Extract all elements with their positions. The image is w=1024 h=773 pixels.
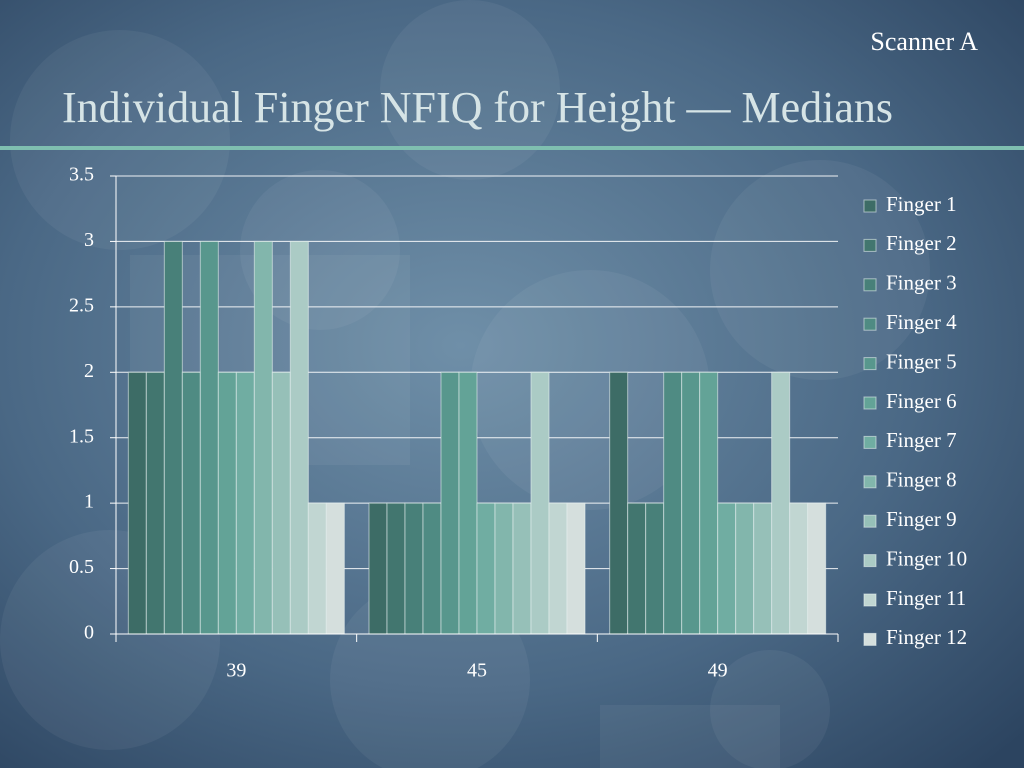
bar — [645, 502, 665, 635]
legend-swatch — [863, 317, 877, 331]
bar — [735, 502, 755, 635]
bar — [404, 502, 424, 635]
bar — [145, 371, 165, 635]
legend-label: Finger 2 — [886, 231, 957, 255]
bar — [566, 502, 586, 635]
y-tick-label: 1 — [84, 491, 94, 513]
y-tick-label: 2 — [84, 360, 94, 382]
legend-swatch — [863, 357, 877, 371]
legend-swatch — [863, 238, 877, 252]
x-tick-label: 39 — [226, 660, 246, 682]
bar — [271, 371, 291, 635]
legend-swatch — [863, 632, 877, 646]
legend-label: Finger 7 — [886, 428, 957, 452]
bar — [440, 371, 460, 635]
legend-label: Finger 3 — [886, 271, 957, 295]
bar — [163, 240, 183, 635]
legend-swatch — [863, 554, 877, 568]
legend-label: Finger 9 — [886, 507, 957, 531]
bar — [127, 371, 147, 635]
bar — [476, 502, 496, 635]
bar — [627, 502, 647, 635]
bar — [699, 371, 719, 635]
bar — [807, 502, 827, 635]
bar — [307, 502, 327, 635]
y-tick-label: 3 — [84, 229, 94, 251]
slide-subtitle: Scanner A — [870, 27, 978, 56]
legend-label: Finger 8 — [886, 468, 957, 492]
bar — [609, 371, 629, 635]
bar — [253, 240, 273, 635]
bar — [181, 371, 201, 635]
bar — [386, 502, 406, 635]
y-tick-label: 2.5 — [69, 294, 94, 316]
legend-swatch — [863, 593, 877, 607]
y-tick-label: 1.5 — [69, 425, 94, 447]
chart-title: Individual Finger NFIQ for Height — Medi… — [62, 83, 893, 132]
title-rule — [0, 146, 1024, 150]
bar — [681, 371, 701, 635]
bar — [663, 371, 683, 635]
bar — [789, 502, 809, 635]
bar — [530, 371, 550, 635]
legend-swatch — [863, 435, 877, 449]
y-tick-label: 3.5 — [69, 164, 94, 186]
legend-label: Finger 12 — [886, 625, 967, 649]
bar — [548, 502, 568, 635]
legend-swatch — [863, 475, 877, 489]
legend-swatch — [863, 396, 877, 410]
legend-swatch — [863, 199, 877, 213]
bar — [458, 371, 478, 635]
bar — [494, 502, 514, 635]
bar — [217, 371, 237, 635]
y-tick-label: 0 — [84, 622, 94, 644]
bar — [717, 502, 737, 635]
bar — [235, 371, 255, 635]
bar — [325, 502, 345, 635]
bar — [512, 502, 532, 635]
legend-label: Finger 10 — [886, 546, 967, 570]
legend-swatch — [863, 278, 877, 292]
legend-label: Finger 6 — [886, 389, 957, 413]
bar — [771, 371, 791, 635]
legend-label: Finger 11 — [886, 586, 966, 610]
legend-label: Finger 1 — [886, 192, 957, 216]
bar — [753, 502, 773, 635]
x-tick-label: 45 — [467, 660, 487, 682]
y-tick-label: 0.5 — [69, 556, 94, 578]
bar — [289, 240, 309, 635]
legend-label: Finger 4 — [886, 310, 957, 334]
bar — [368, 502, 388, 635]
legend-label: Finger 5 — [886, 349, 957, 373]
x-tick-label: 49 — [708, 660, 728, 682]
bar — [422, 502, 442, 635]
legend-swatch — [863, 514, 877, 528]
bar — [199, 240, 219, 635]
